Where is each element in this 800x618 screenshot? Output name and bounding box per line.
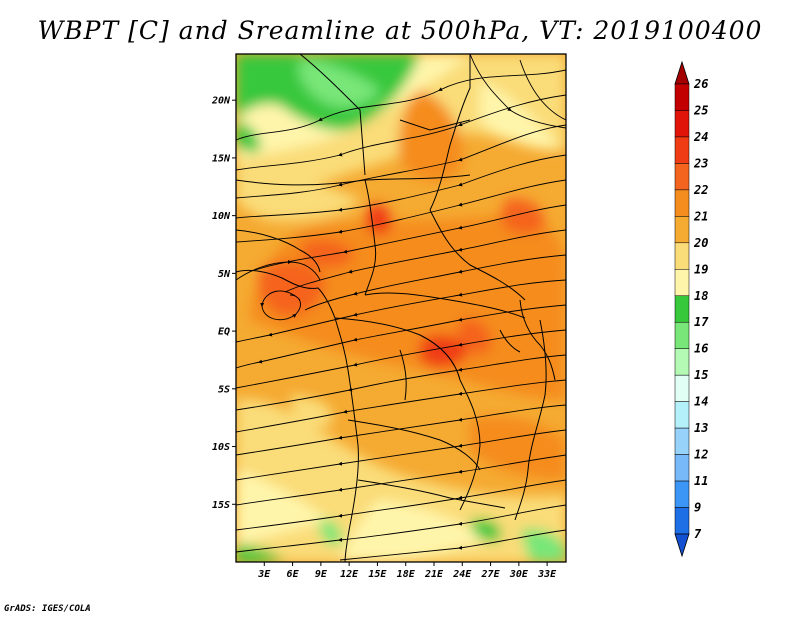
lat-tick-label: 5S xyxy=(218,384,230,395)
boundaries xyxy=(236,54,556,562)
lon-tick-label: 12E xyxy=(340,569,359,580)
colorbar: 26 25 24 23 22 21 20 19 18 17 16 15 14 13 12 11 9 7 xyxy=(674,60,709,558)
colorbar-segment xyxy=(674,189,690,217)
colorbar-label: 14 xyxy=(694,395,708,409)
colorbar-label: 7 xyxy=(694,527,702,541)
colorbar-label: 21 xyxy=(693,209,708,223)
colorbar-segment xyxy=(674,216,690,244)
colorbar-label: 12 xyxy=(694,448,708,462)
colorbar-label: 23 xyxy=(693,156,708,170)
lon-tick-label: 30E xyxy=(509,569,529,580)
colorbar-segment xyxy=(674,269,690,297)
colorbar-segment xyxy=(674,507,690,535)
lat-tick-label: 15N xyxy=(212,153,231,164)
colorbar-label: 11 xyxy=(694,474,708,488)
colorbar-segment xyxy=(674,83,690,111)
colorbar-segment xyxy=(674,480,690,508)
lon-tick-label: 3E xyxy=(257,569,271,580)
lon-tick-label: 15E xyxy=(368,569,387,580)
lat-tick-label: 10S xyxy=(212,442,230,453)
colorbar-segment xyxy=(674,321,690,349)
colorbar-label: 25 xyxy=(693,103,708,117)
colorbar-segment xyxy=(674,454,690,482)
colorbar-label: 13 xyxy=(694,421,708,435)
lon-tick-label: 24E xyxy=(452,569,472,580)
map-frame xyxy=(235,53,567,563)
map-plot-area xyxy=(236,54,566,562)
colorbar-label: 20 xyxy=(693,236,708,250)
lon-tick-label: 6E xyxy=(287,569,300,580)
lon-tick-label: 21E xyxy=(424,569,444,580)
colorbar-label: 9 xyxy=(694,501,701,515)
streamlines xyxy=(236,54,566,561)
lat-tick-label: 20N xyxy=(211,96,231,107)
colorbar-label: 16 xyxy=(694,342,708,356)
colorbar-segment xyxy=(674,401,690,429)
colorbar-segment xyxy=(674,427,690,455)
colorbar-label: 15 xyxy=(694,368,708,382)
lon-tick-label: 18E xyxy=(397,569,416,580)
colorbar-label: 18 xyxy=(694,289,708,303)
colorbar-segment xyxy=(674,295,690,323)
colorbar-segment xyxy=(674,374,690,402)
colorbar-label: 22 xyxy=(693,183,708,197)
lat-tick-label: 15S xyxy=(212,500,230,511)
colorbar-label: 26 xyxy=(693,77,708,91)
lon-tick-label: 27E xyxy=(481,569,501,580)
latitude-axis: 20N 15N 10N 5N EQ 5S 10S 15S xyxy=(211,96,236,511)
lat-tick-label: 5N xyxy=(218,269,231,280)
colorbar-label: 17 xyxy=(694,315,709,329)
lon-tick-label: 9E xyxy=(315,569,328,580)
colorbar-bottom-arrow xyxy=(674,533,690,558)
longitude-axis: 3E 6E 9E 12E 15E 18E 21E 24E 27E 30E 33E xyxy=(257,562,557,580)
colorbar-segment xyxy=(674,163,690,191)
colorbar-segment xyxy=(674,242,690,270)
chart-title: WBPT [C] and Sreamline at 500hPa, VT: 20… xyxy=(37,16,763,45)
lat-tick-label: 10N xyxy=(212,211,231,222)
colorbar-segment xyxy=(674,348,690,376)
colorbar-segment xyxy=(674,110,690,138)
lat-tick-label: EQ xyxy=(218,327,230,338)
grads-footer: GrADS: IGES/COLA xyxy=(4,604,91,614)
colorbar-label: 24 xyxy=(693,130,708,144)
colorbar-top-arrow xyxy=(674,60,690,85)
colorbar-segment xyxy=(674,136,690,164)
colorbar-label: 19 xyxy=(694,262,708,276)
lon-tick-label: 33E xyxy=(537,569,557,580)
